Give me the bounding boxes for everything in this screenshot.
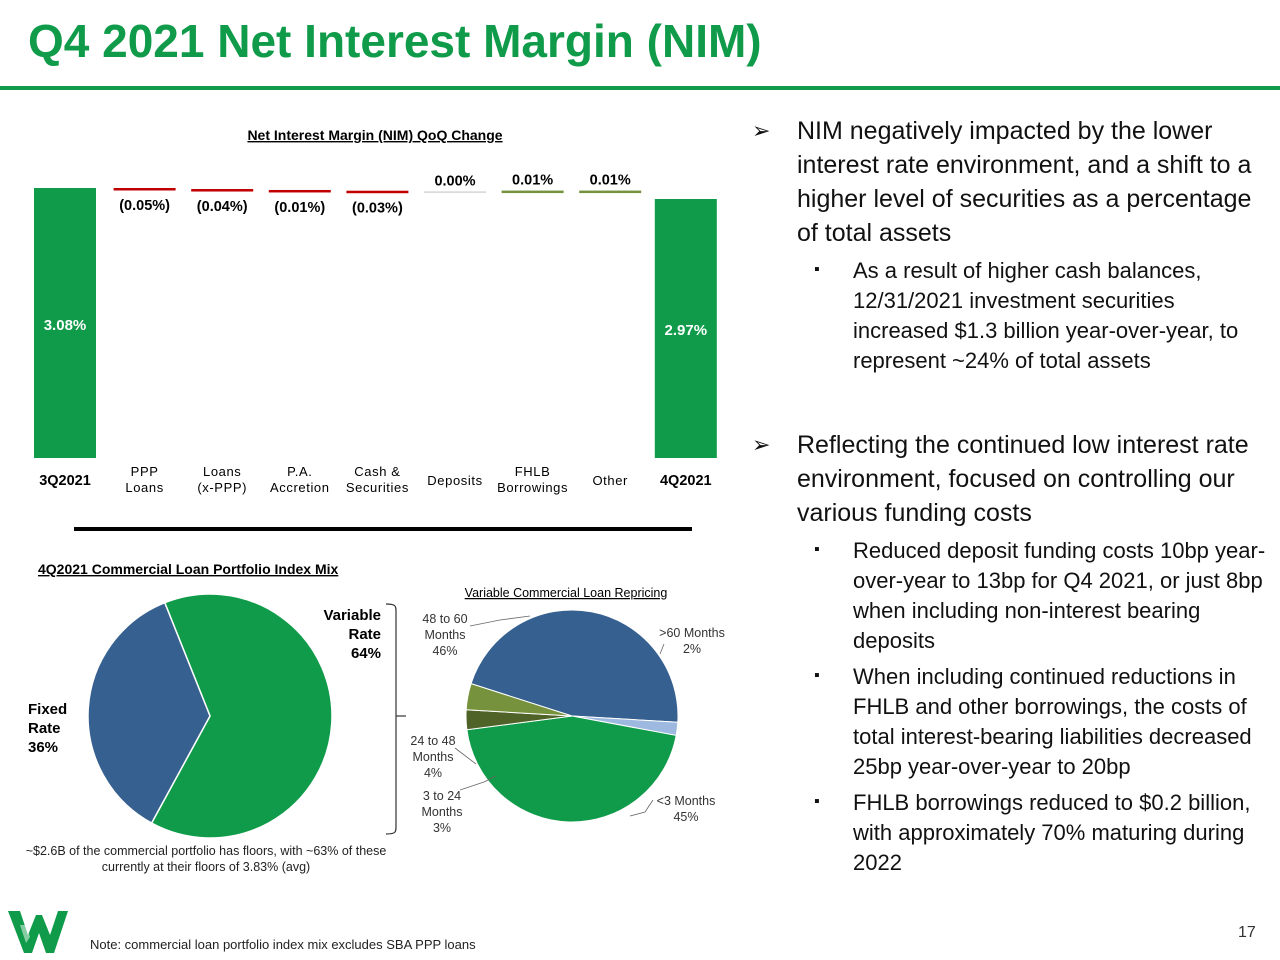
leader-3-to-24 [459, 775, 497, 791]
pie-slice-fixed-rate [87, 601, 211, 825]
bar-2 [191, 189, 254, 192]
pie-slice-4 [465, 683, 573, 717]
bar-label-3: (0.01%) [274, 200, 325, 216]
leader-48-to-60 [469, 615, 531, 627]
index-mix-pie-chart: 4Q2021 Commercial Loan Portfolio Index M… [28, 561, 381, 839]
category-label-2: Loans (x-PPP) [197, 464, 247, 495]
bracket-line [385, 603, 397, 835]
sub-bullet-2-3: ▪ FHLB borrowings reduced to $0.2 billio… [752, 788, 1272, 878]
bar-label-1: (0.05%) [119, 198, 170, 214]
page-number: 17 [1238, 924, 1256, 941]
label-48-to-60: 48 to 60 Months 46% [422, 612, 467, 658]
category-label-5: Deposits [427, 473, 482, 488]
category-label-0: 3Q2021 [39, 473, 91, 489]
bar-label-4: (0.03%) [352, 201, 403, 217]
sub-bullet-1-1: ▪ As a result of higher cash balances, 1… [752, 256, 1272, 376]
mix-pie-title: 4Q2021 Commercial Loan Portfolio Index M… [38, 561, 339, 577]
fixed-rate-label: Fixed Rate 36% [28, 701, 67, 756]
category-label-4: Cash & Securities [346, 464, 409, 495]
sub-bullet-2-3-text: FHLB borrowings reduced to $0.2 billion,… [853, 790, 1251, 875]
bar-6 [501, 190, 564, 194]
sub-bullet-1-1-text: As a result of higher cash balances, 12/… [853, 258, 1239, 373]
leader-over-60 [659, 643, 665, 655]
sub-bullet-2-2: ▪ When including continued reductions in… [752, 662, 1272, 782]
category-label-3: P.A. Accretion [270, 464, 330, 495]
leader-under-3 [629, 799, 654, 817]
repricing-pie-title: Variable Commercial Loan Repricing [465, 586, 668, 600]
sub-bullet-2-1: ▪ Reduced deposit funding costs 10bp yea… [752, 536, 1272, 656]
bar-label-7: 0.01% [590, 173, 631, 189]
bullet-1: ➢ NIM negatively impacted by the lower i… [752, 114, 1272, 250]
pie-slice-variable-rate [150, 593, 333, 839]
square-bullet-icon: ▪ [814, 793, 820, 810]
bar-label-4Q2021: 2.97% [665, 322, 708, 339]
sub-bullet-2-2-text: When including continued reductions in F… [853, 664, 1252, 779]
bar-4 [346, 190, 409, 194]
bar-3 [268, 189, 331, 193]
category-label-7: Other [592, 473, 628, 488]
label-24-to-48: 24 to 48 Months 4% [410, 734, 455, 780]
category-label-1: PPP Loans [125, 464, 163, 495]
category-label-6: FHLB Borrowings [497, 464, 568, 495]
repricing-pie-chart: Variable Commercial Loan Repricing 48 to … [410, 586, 724, 835]
floors-note: ~$2.6B of the commercial portfolio has f… [25, 844, 387, 874]
label-3-to-24: 3 to 24 Months 3% [422, 789, 463, 835]
nim-waterfall-chart: Net Interest Margin (NIM) QoQ Change 3.08… [34, 127, 717, 495]
bullet-1-text: NIM negatively impacted by the lower int… [797, 117, 1252, 247]
leader-24-to-48 [454, 747, 477, 765]
arrow-bullet-icon: ➢ [752, 432, 771, 457]
pie-connector-bracket [385, 603, 406, 835]
bar-4Q2021 [654, 199, 717, 458]
bar-label-3Q2021: 3.08% [44, 317, 87, 334]
variable-rate-label: Variable Rate 64% [323, 607, 381, 662]
bar-label-2: (0.04%) [197, 199, 248, 215]
label-under-3: <3 Months 45% [657, 794, 716, 824]
bullet-list: ➢ NIM negatively impacted by the lower i… [752, 114, 1272, 884]
category-label-8: 4Q2021 [660, 473, 712, 489]
waterfall-title: Net Interest Margin (NIM) QoQ Change [247, 127, 502, 143]
bar-label-6: 0.01% [512, 173, 553, 189]
page-title: Q4 2021 Net Interest Margin (NIM) [28, 15, 762, 67]
arrow-bullet-icon: ➢ [752, 118, 771, 143]
pie-slice-0 [470, 609, 679, 723]
sub-bullet-2-1-text: Reduced deposit funding costs 10bp year-… [853, 538, 1266, 653]
square-bullet-icon: ▪ [814, 541, 820, 558]
label-over-60: >60 Months 2% [659, 626, 725, 656]
footnote: Note: commercial loan portfolio index mi… [90, 937, 476, 952]
square-bullet-icon: ▪ [814, 667, 820, 684]
bar-5 [424, 191, 486, 193]
bar-7 [579, 190, 642, 194]
bar-3Q2021 [34, 188, 96, 458]
bullet-2-text: Reflecting the continued low interest ra… [797, 431, 1249, 527]
title-divider [0, 86, 1280, 90]
bar-1 [113, 188, 176, 191]
bullet-2: ➢ Reflecting the continued low interest … [752, 428, 1272, 530]
charts-canvas: Net Interest Margin (NIM) QoQ Change 3.08… [28, 127, 725, 839]
bar-label-5: 0.00% [434, 174, 475, 190]
square-bullet-icon: ▪ [814, 261, 820, 278]
pie-slice-2 [466, 715, 677, 823]
company-logo [8, 911, 68, 953]
